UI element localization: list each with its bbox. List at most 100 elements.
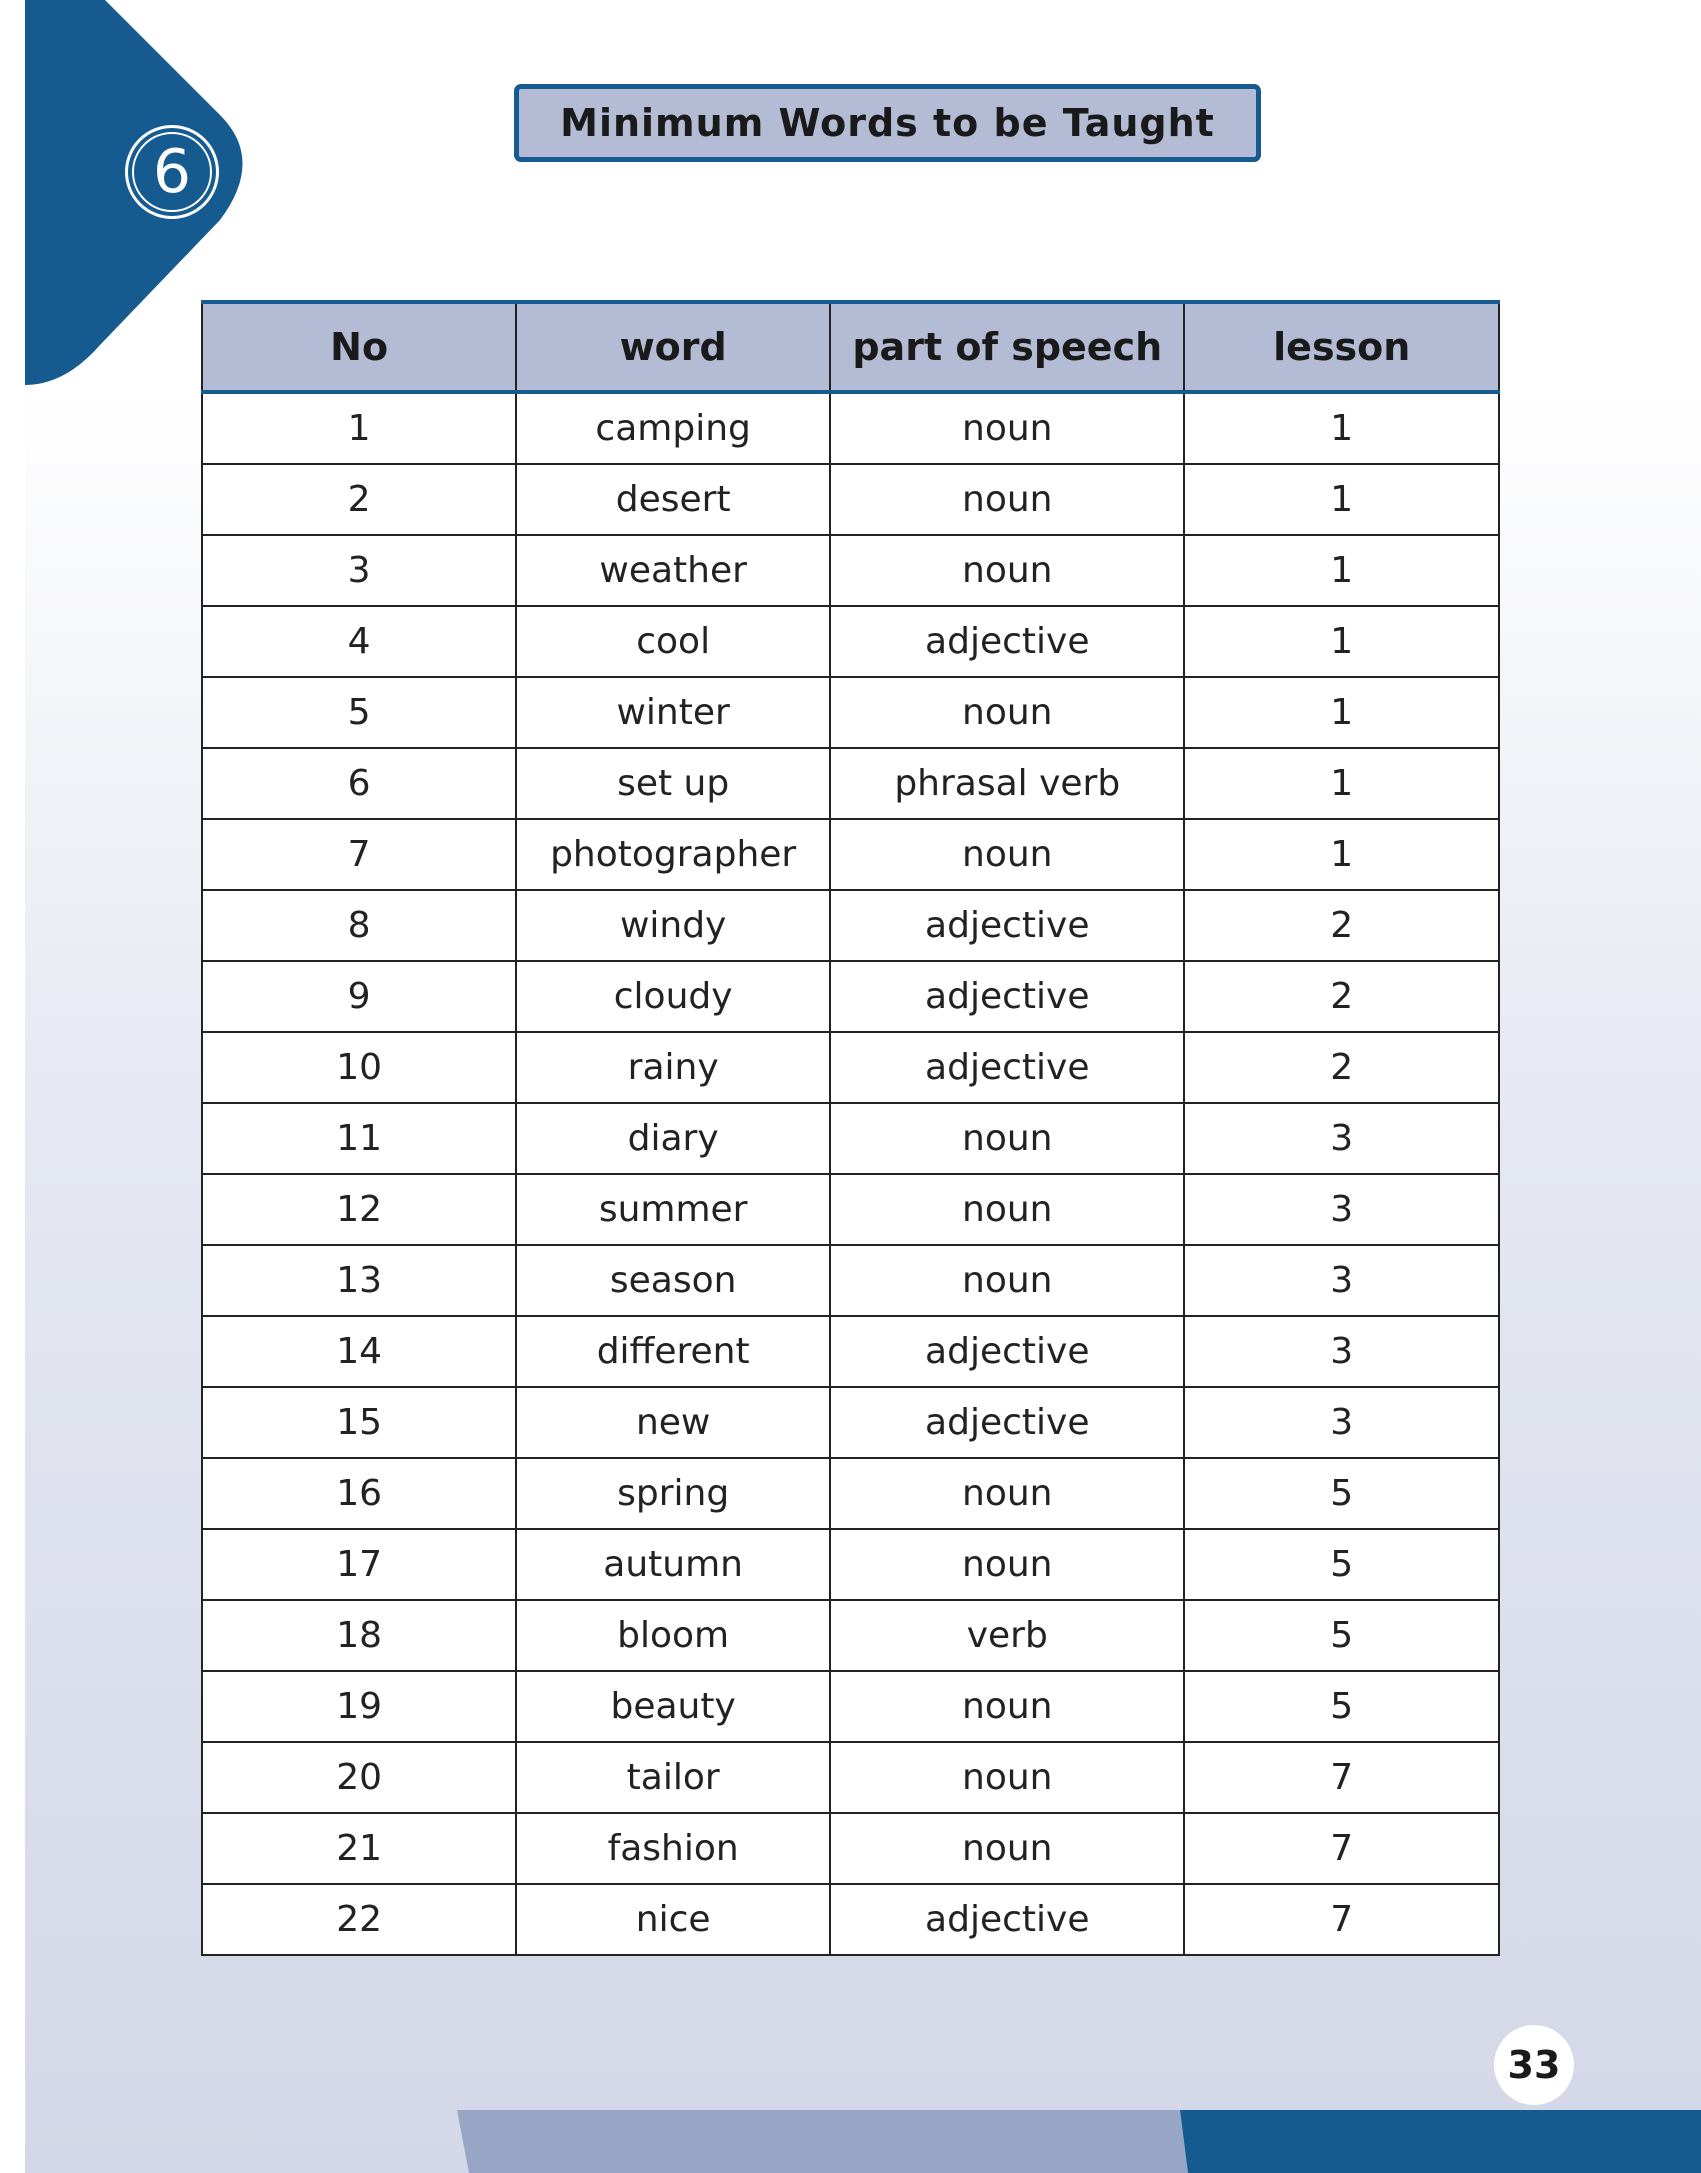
cell-word: beauty [515,1670,832,1743]
cell-part-of-speech: verb [829,1599,1186,1672]
cell-word: new [515,1386,832,1459]
cell-no: 1 [200,391,518,465]
cell-word: spring [515,1457,832,1530]
cell-word: photographer [515,818,832,891]
cell-word: fashion [515,1812,832,1885]
cell-lesson: 1 [1183,747,1500,820]
table-row: 19 beauty noun 5 [200,1670,1500,1743]
cell-word: diary [515,1102,832,1175]
cell-no: 4 [200,605,518,678]
cell-lesson: 1 [1183,391,1500,465]
cell-no: 8 [200,889,518,962]
cell-part-of-speech: adjective [829,960,1186,1033]
cell-part-of-speech: noun [829,1244,1186,1317]
cell-lesson: 7 [1183,1812,1500,1885]
cell-no: 9 [200,960,518,1033]
cell-part-of-speech: adjective [829,1883,1186,1956]
cell-no: 11 [200,1102,518,1175]
cell-no: 15 [200,1386,518,1459]
table-row: 2 desert noun 1 [200,463,1500,536]
cell-part-of-speech: adjective [829,1315,1186,1388]
cell-lesson: 1 [1183,463,1500,536]
table-row: 5 winter noun 1 [200,676,1500,749]
cell-word: different [515,1315,832,1388]
cell-lesson: 7 [1183,1741,1500,1814]
table-row: 10 rainy adjective 2 [200,1031,1500,1104]
cell-word: set up [515,747,832,820]
cell-part-of-speech: noun [829,1102,1186,1175]
cell-part-of-speech: noun [829,1741,1186,1814]
page-number: 33 [1494,2025,1574,2105]
cell-part-of-speech: noun [829,1173,1186,1246]
cell-word: tailor [515,1741,832,1814]
table-row: 15 new adjective 3 [200,1386,1500,1459]
table-row: 9 cloudy adjective 2 [200,960,1500,1033]
cell-lesson: 5 [1183,1528,1500,1601]
table-row: 3 weather noun 1 [200,534,1500,607]
cell-lesson: 5 [1183,1457,1500,1530]
chapter-number-badge: 6 [125,125,219,219]
cell-lesson: 2 [1183,960,1500,1033]
cell-part-of-speech: phrasal verb [829,747,1186,820]
cell-part-of-speech: noun [829,1457,1186,1530]
table-row: 8 windy adjective 2 [200,889,1500,962]
cell-no: 12 [200,1173,518,1246]
cell-lesson: 1 [1183,676,1500,749]
cell-lesson: 3 [1183,1315,1500,1388]
table-row: 16 spring noun 5 [200,1457,1500,1530]
cell-word: bloom [515,1599,832,1672]
cell-no: 17 [200,1528,518,1601]
page-title: Minimum Words to be Taught [514,84,1261,162]
words-table: No word part of speech lesson 1 camping no… [200,300,1500,1956]
table-row: 21 fashion noun 7 [200,1812,1500,1885]
footer-band [457,2110,1701,2173]
cell-lesson: 3 [1183,1173,1500,1246]
cell-word: nice [515,1883,832,1956]
cell-word: winter [515,676,832,749]
cell-lesson: 2 [1183,889,1500,962]
cell-lesson: 7 [1183,1883,1500,1956]
cell-no: 14 [200,1315,518,1388]
header-lesson: lesson [1183,300,1500,394]
cell-lesson: 3 [1183,1102,1500,1175]
table-row: 20 tailor noun 7 [200,1741,1500,1814]
cell-lesson: 1 [1183,605,1500,678]
cell-part-of-speech: adjective [829,1031,1186,1104]
cell-no: 3 [200,534,518,607]
cell-part-of-speech: noun [829,534,1186,607]
cell-no: 19 [200,1670,518,1743]
cell-no: 21 [200,1812,518,1885]
cell-no: 16 [200,1457,518,1530]
table-row: 22 nice adjective 7 [200,1883,1500,1956]
table-header-row: No word part of speech lesson [200,300,1500,394]
cell-word: season [515,1244,832,1317]
cell-word: autumn [515,1528,832,1601]
cell-lesson: 5 [1183,1670,1500,1743]
cell-word: cool [515,605,832,678]
cell-part-of-speech: noun [829,818,1186,891]
cell-part-of-speech: noun [829,1528,1186,1601]
cell-no: 13 [200,1244,518,1317]
cell-no: 5 [200,676,518,749]
cell-lesson: 2 [1183,1031,1500,1104]
table-row: 7 photographer noun 1 [200,818,1500,891]
cell-part-of-speech: noun [829,463,1186,536]
cell-part-of-speech: adjective [829,889,1186,962]
cell-word: weather [515,534,832,607]
cell-lesson: 3 [1183,1244,1500,1317]
cell-word: desert [515,463,832,536]
table-row: 11 diary noun 3 [200,1102,1500,1175]
cell-part-of-speech: adjective [829,605,1186,678]
cell-part-of-speech: adjective [829,1386,1186,1459]
cell-word: summer [515,1173,832,1246]
cell-no: 2 [200,463,518,536]
table-row: 12 summer noun 3 [200,1173,1500,1246]
cell-word: windy [515,889,832,962]
header-part-of-speech: part of speech [829,300,1186,394]
header-word: word [515,300,832,394]
cell-lesson: 1 [1183,534,1500,607]
cell-no: 18 [200,1599,518,1672]
cell-part-of-speech: noun [829,676,1186,749]
cell-no: 20 [200,1741,518,1814]
cell-lesson: 3 [1183,1386,1500,1459]
